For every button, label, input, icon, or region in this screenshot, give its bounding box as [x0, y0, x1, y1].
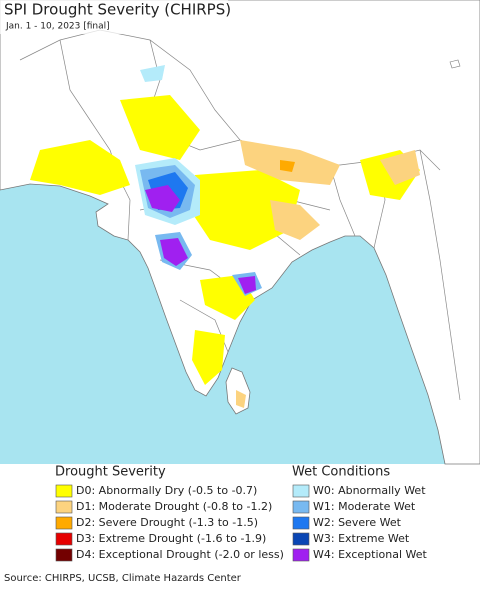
legend-swatch — [55, 532, 73, 546]
legend-swatch — [55, 484, 73, 498]
legend: D0: Abnormally Dry (-0.5 to -0.7) D1: Mod… — [55, 484, 428, 562]
legend-swatch — [55, 500, 73, 514]
legend-label: W1: Moderate Wet — [313, 500, 416, 513]
island — [449, 59, 461, 69]
legend-swatch — [292, 516, 310, 530]
legend-label: D3: Extreme Drought (-1.6 to -1.9) — [76, 532, 266, 545]
legend-label: W2: Severe Wet — [313, 516, 402, 529]
legend-title: Drought Severity — [55, 465, 166, 480]
legend-swatch — [292, 484, 310, 498]
source: Source: CHIRPS, UCSB, Climate Hazards Ce… — [4, 573, 242, 584]
legend-swatch — [55, 548, 73, 562]
wet-areas — [135, 65, 262, 296]
legend-label: D4: Exceptional Drought (-2.0 or less) — [76, 548, 284, 561]
legend-swatch — [292, 500, 310, 514]
legend-swatch — [292, 532, 310, 546]
legend-label: W4: Exceptional Wet — [313, 548, 428, 561]
legend-swatch — [55, 516, 73, 530]
title: SPI Drought Severity (CHIRPS) — [4, 1, 231, 19]
legend-label: W3: Extreme Wet — [313, 532, 410, 545]
legend-label: D2: Severe Drought (-1.3 to -1.5) — [76, 516, 258, 529]
legend-label: W0: Abnormally Wet — [313, 484, 426, 497]
title-backdrop — [0, 0, 228, 34]
legend-label: D1: Moderate Drought (-0.8 to -1.2) — [76, 500, 272, 513]
legend-title: Wet Conditions — [292, 465, 390, 480]
legend-swatch — [292, 548, 310, 562]
legend-label: D0: Abnormally Dry (-0.5 to -0.7) — [76, 484, 257, 497]
subtitle: Jan. 1 - 10, 2023 [final] — [5, 22, 110, 32]
